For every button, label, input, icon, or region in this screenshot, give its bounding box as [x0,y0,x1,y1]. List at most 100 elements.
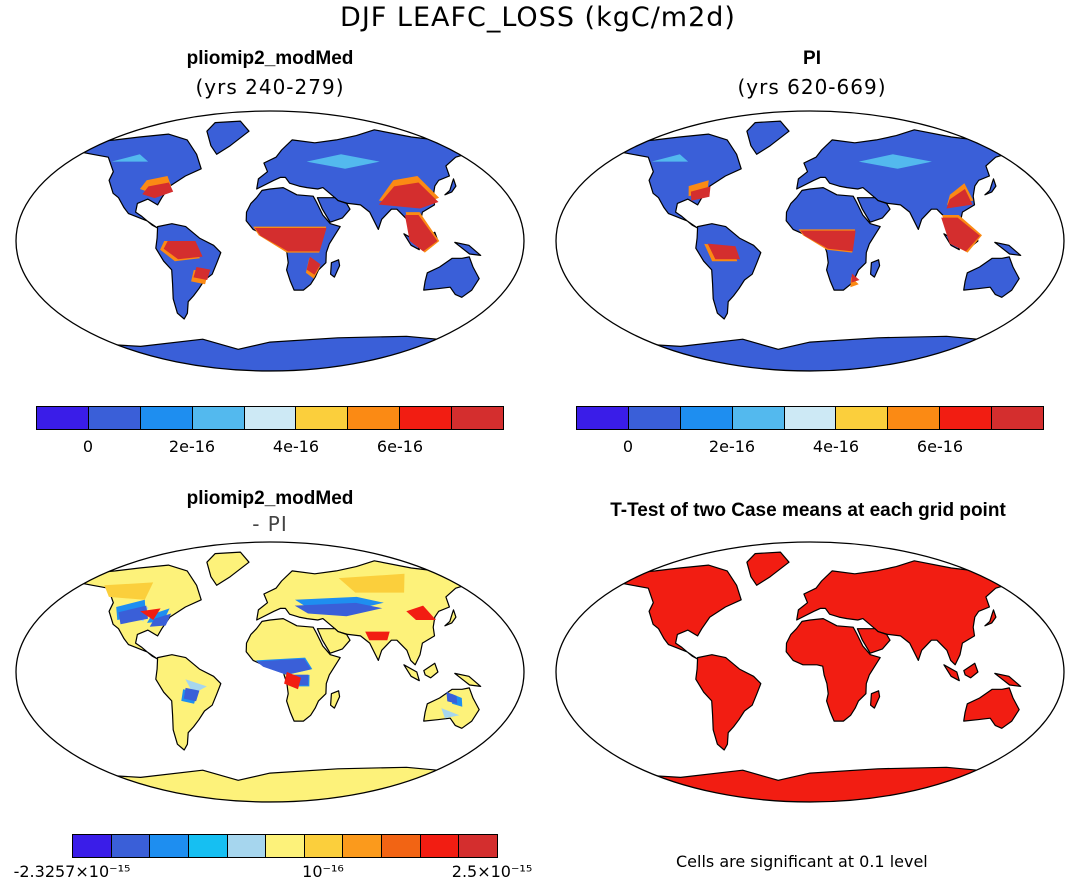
colorbar-swatch [836,407,889,429]
colorbar-swatch [188,835,228,857]
colorbar-swatch [88,407,141,429]
light-patch [306,154,380,169]
red-patch [365,631,390,641]
colorbar-swatch [459,835,498,857]
colorbar-swatch [111,835,151,857]
colorbar-swatch [888,407,941,429]
landmass-newguinea [994,672,1022,687]
lightblue-patch [441,708,460,719]
panel1-subtitle: (yrs 240-279) [195,75,345,99]
orange-patch [104,582,154,600]
darkblue-patch [183,687,200,702]
landmass-japan [984,178,997,196]
landmass-newguinea [994,241,1022,256]
max-patch [142,182,174,199]
colorbar-swatch [296,407,349,429]
colorbar-swatch [732,407,785,429]
landmass-arabia [316,628,351,654]
colorbar-3-label-min: -2.3257×10⁻¹⁵ [13,862,131,881]
landmass-eurasia [796,129,1015,235]
landmass-indonesia2 [963,662,979,679]
darkblue-patch [446,691,458,704]
max-patch [690,186,711,201]
landmass-greenland [746,551,790,586]
colorbar-swatch [940,407,993,429]
landmass-indonesia1 [943,664,960,682]
colorbar-3-label-mid: 10⁻¹⁶ [302,862,344,881]
max-patch [254,228,327,252]
max-patch [404,215,438,252]
landmass-australia [963,687,1020,729]
colorbar-swatch [784,407,837,429]
landmass-arabia [856,628,891,654]
max-patch [193,267,211,280]
colorbar-1-label-3: 6e-16 [376,437,424,456]
map-boundary [15,110,525,372]
landmass-greenland [206,120,250,155]
colorbar-swatch [192,407,245,429]
darkblue-patch [118,605,148,625]
landmass-australia [963,256,1020,298]
darkblue-patch [149,613,172,627]
colorbar-swatch [227,835,267,857]
figure-title: DJF LEAFC_LOSS (kgC/m2d) [340,2,736,33]
darkblue-patch [294,602,383,617]
landmass-greenland [206,551,250,586]
panel4-title: T-Test of two Case means at each grid po… [610,500,1006,521]
lightblue-patch [185,679,207,694]
colorbar-swatch [266,835,305,857]
orange-patch [338,573,405,593]
panel1-title: pliomip2_modMed [186,48,354,69]
colorbar-swatch [577,407,629,429]
landmass-africa [785,618,881,722]
landmass-samerica [695,654,762,751]
landmass-newguinea [454,241,482,256]
colorbar-swatch [992,407,1044,429]
landmass-eurasia [796,560,1015,666]
landmass-namerica [616,133,742,229]
colorbar-1-label-0: 0 [82,437,94,456]
landmass-madagascar [330,690,341,709]
colorbar-swatch [382,835,421,857]
colorbar-swatch [73,835,112,857]
panel2-title: PI [803,48,821,69]
colorbar-panel-2 [576,406,1044,430]
colorbar-swatch [150,835,189,857]
colorbar-swatch [400,407,453,429]
colorbar-swatch [140,407,193,429]
landmass-eurasia [256,560,475,666]
landmass-namerica [76,133,202,229]
colorbar-swatch [348,407,401,429]
max-patch [163,241,203,260]
landmass-australia [423,687,480,729]
colorbar-swatch [343,835,383,857]
colorbar-panel-1 [36,406,504,430]
panel3-subtitle: - PI [252,512,288,536]
map-boundary [555,541,1065,803]
landmass-arabia [856,197,891,223]
panel3-title: pliomip2_modMed [186,488,354,509]
max-patch [851,273,860,283]
landmass-newguinea [454,672,482,687]
landmass-arabia [316,197,351,223]
colorbar-swatch [420,835,460,857]
landmass-indonesia1 [403,664,420,682]
colorbar-swatch [304,835,344,857]
colorbar-swatch [452,407,504,429]
colorbar-3-label-max: 2.5×10⁻¹⁵ [451,862,533,881]
max-patch [306,256,321,275]
landmass-japan [984,609,997,627]
landmass-australia [423,256,480,298]
landmass-japan [444,609,457,627]
colorbar-2-label-3: 6e-16 [916,437,964,456]
max-patch [707,243,740,260]
map-boundary [555,110,1065,372]
colorbar-2-label-2: 4e-16 [812,437,860,456]
light-patch [858,154,932,169]
landmass-indonesia2 [423,662,439,679]
colorbar-1-label-2: 4e-16 [272,437,320,456]
light-patch [651,154,689,162]
